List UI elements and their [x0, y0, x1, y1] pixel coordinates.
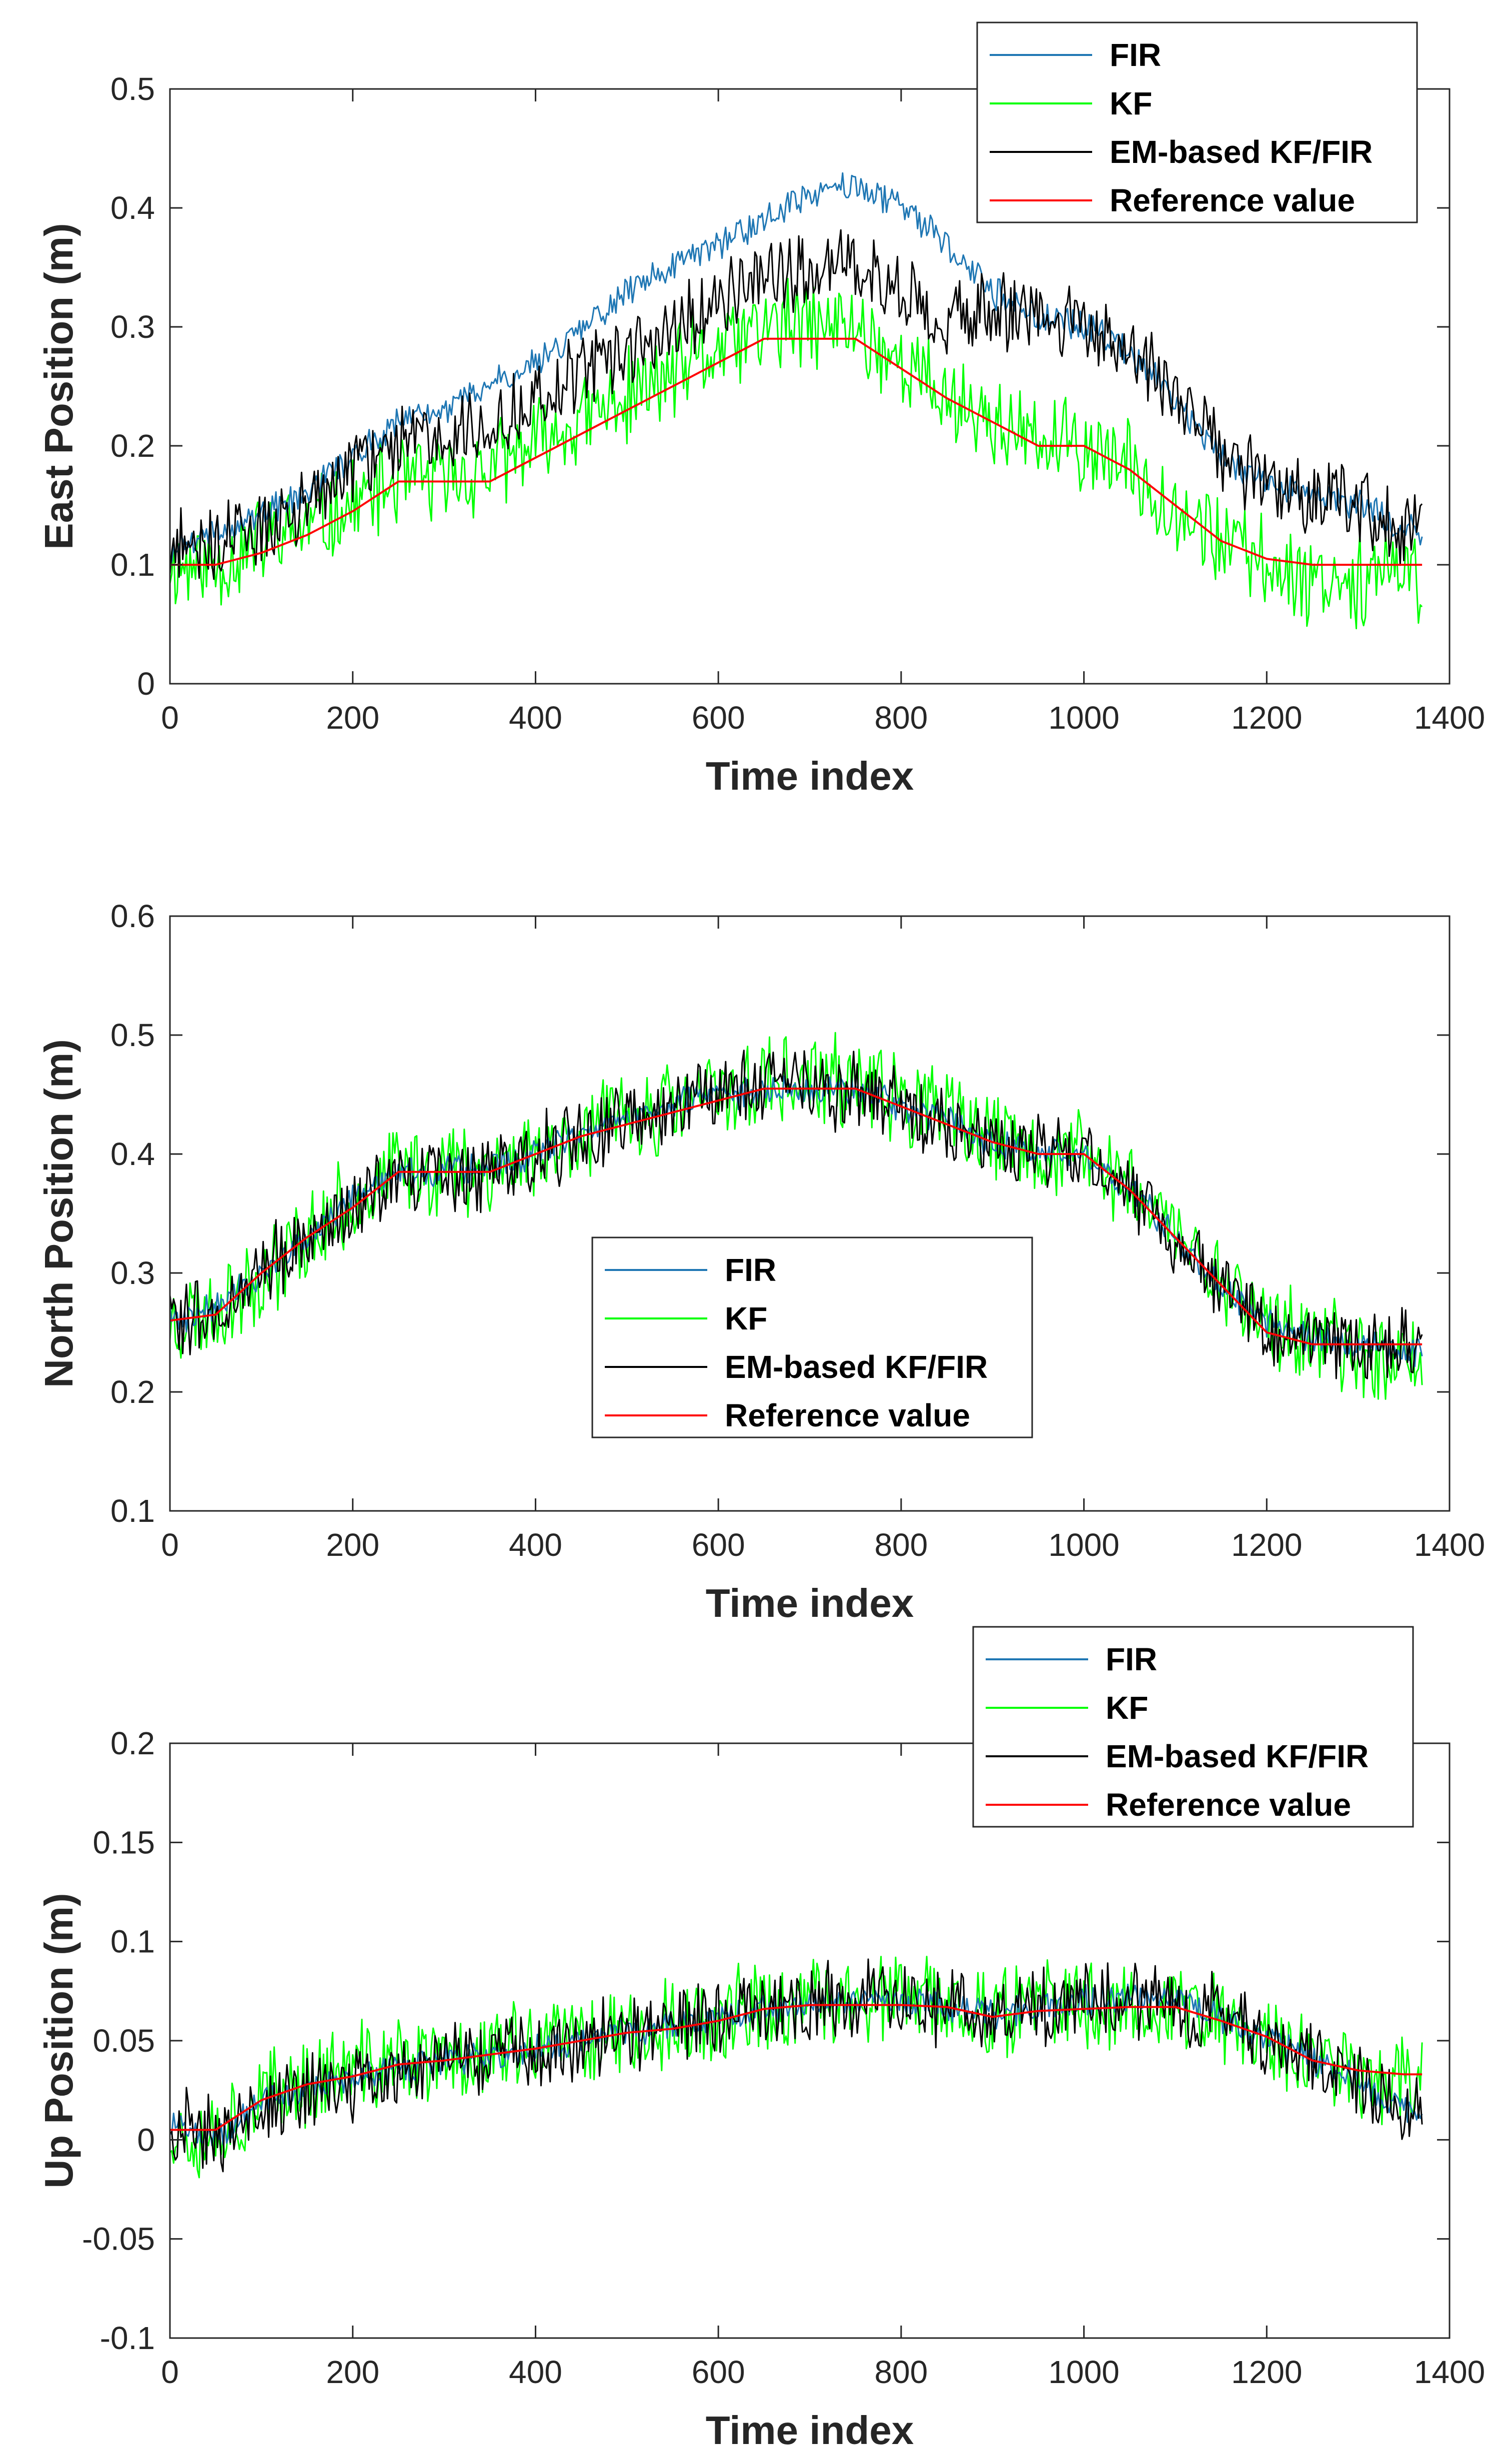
legend: FIR KF EM-based KF/FIR Reference value: [972, 1626, 1414, 1828]
chart-panel-3: 0 200 400 600 800 1000 1200 1400 -0.1 -0.05 0 0.05 0…: [36, 1626, 1485, 2453]
legend: FIR KF EM-based KF/FIR Reference value: [591, 1236, 1033, 1438]
y-tick-label: 0: [137, 666, 155, 702]
y-axis-label: North Position (m): [36, 1039, 81, 1388]
series-line-reference-value: [170, 337, 1423, 566]
y-tick-label: 0.1: [110, 1493, 155, 1529]
legend-label: FIR: [725, 1252, 776, 1288]
x-axis-label: Time index: [706, 2408, 914, 2453]
x-tick-label: 400: [509, 1527, 562, 1563]
x-tick-label: 1200: [1231, 1527, 1302, 1563]
series-line-fir: [169, 172, 1423, 565]
y-tick-label: 0.2: [110, 428, 155, 464]
x-tick-label: 1400: [1414, 700, 1485, 736]
series-line-reference-value: [169, 1088, 1423, 1345]
y-tick-label: 0.5: [110, 1017, 155, 1053]
series-line-em-based-kf-fir: [169, 1050, 1423, 1379]
x-tick-label: 600: [692, 700, 745, 736]
y-tick-label: 0.6: [110, 898, 155, 934]
legend-label: EM-based KF/FIR: [1106, 1738, 1369, 1774]
x-tick-label: 0: [161, 700, 179, 736]
x-tick-label: 600: [692, 1527, 745, 1563]
x-tick-label: 200: [326, 700, 379, 736]
x-tick-label: 800: [874, 1527, 928, 1563]
y-tick-label: -0.05: [82, 2221, 155, 2257]
axes-box: [169, 88, 1451, 685]
chart-panel-1: 0 200 400 600 800 1000 1200 1400 0 0.1 0.2 0.3 0.4 0.…: [36, 21, 1485, 798]
x-tick-label: 1000: [1048, 2354, 1119, 2390]
y-tick-label: 0.2: [110, 1725, 155, 1761]
x-tick-label: 0: [161, 2354, 179, 2390]
legend-label: KF: [1106, 1690, 1148, 1726]
x-axis-label: Time index: [706, 754, 914, 798]
legend-label: EM-based KF/FIR: [1110, 134, 1373, 170]
x-tick-label: 1000: [1048, 1527, 1119, 1563]
x-tick-label: 1000: [1048, 700, 1119, 736]
x-tick-label: 600: [692, 2354, 745, 2390]
x-tick-label: 1200: [1231, 700, 1302, 736]
chart-panel-2: 0 200 400 600 800 1000 1200 1400 0.1 0.2 0.3 0.4 0.5…: [36, 898, 1485, 1625]
y-tick-label: -0.1: [100, 2320, 155, 2356]
legend-label: Reference value: [1106, 1787, 1351, 1823]
legend-label: KF: [1110, 85, 1152, 121]
legend-label: KF: [725, 1300, 767, 1336]
series-line-em-based-kf-fir: [169, 229, 1423, 580]
x-tick-label: 800: [874, 2354, 928, 2390]
y-tick-label: 0.3: [110, 309, 155, 345]
y-tick-label: 0.1: [110, 1924, 155, 1960]
x-tick-label: 1200: [1231, 2354, 1302, 2390]
legend-label: Reference value: [1110, 182, 1355, 218]
x-tick-label: 800: [874, 700, 928, 736]
y-tick-label: 0.1: [110, 547, 155, 583]
y-tick-label: 0.4: [110, 1136, 155, 1172]
y-axis-label: Up Position (m): [36, 1893, 81, 2188]
x-tick-label: 200: [326, 2354, 379, 2390]
y-tick-label: 0.05: [92, 2023, 155, 2059]
axes-box: [169, 915, 1451, 1512]
y-tick-label: 0: [137, 2122, 155, 2158]
y-tick-label: 0.4: [110, 190, 155, 226]
y-tick-label: 0.15: [92, 1824, 155, 1860]
series-line-em-based-kf-fir: [169, 1958, 1423, 2173]
x-tick-label: 200: [326, 1527, 379, 1563]
x-axis-label: Time index: [706, 1581, 914, 1625]
legend: FIR KF EM-based KF/FIR Reference value: [976, 21, 1418, 223]
y-tick-label: 0.5: [110, 71, 155, 107]
legend-label: Reference value: [725, 1397, 970, 1433]
x-tick-label: 400: [509, 2354, 562, 2390]
series-line-kf: [169, 277, 1423, 630]
y-tick-label: 0.2: [110, 1374, 155, 1410]
x-tick-label: 0: [161, 1527, 179, 1563]
y-axis-label: East Position (m): [36, 223, 81, 549]
x-tick-label: 1400: [1414, 1527, 1485, 1563]
legend-label: FIR: [1106, 1641, 1157, 1677]
y-tick-label: 0.3: [110, 1255, 155, 1291]
x-tick-label: 1400: [1414, 2354, 1485, 2390]
x-tick-label: 400: [509, 700, 562, 736]
legend-label: EM-based KF/FIR: [725, 1349, 988, 1385]
legend-label: FIR: [1110, 37, 1161, 73]
series-line-reference-value: [170, 2004, 1423, 2131]
